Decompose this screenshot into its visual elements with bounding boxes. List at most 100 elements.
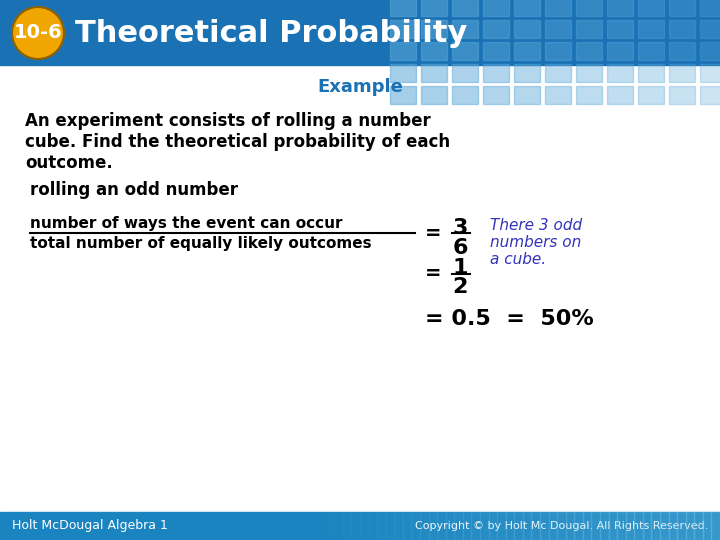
Text: a cube.: a cube.: [490, 252, 546, 267]
Bar: [583, 512, 591, 540]
Bar: [480, 512, 489, 540]
Text: rolling an odd number: rolling an odd number: [30, 181, 238, 199]
Bar: [452, 20, 478, 38]
Bar: [638, 86, 664, 104]
Bar: [545, 86, 571, 104]
Bar: [652, 512, 660, 540]
Bar: [700, 42, 720, 60]
Text: Example: Example: [317, 78, 403, 96]
Bar: [390, 86, 416, 104]
Bar: [390, 20, 416, 38]
Bar: [545, 20, 571, 38]
Text: An experiment consists of rolling a number: An experiment consists of rolling a numb…: [25, 112, 431, 130]
Bar: [540, 512, 549, 540]
Bar: [421, 0, 447, 16]
Bar: [514, 86, 540, 104]
Bar: [669, 64, 695, 82]
Bar: [0, 512, 720, 540]
Bar: [531, 512, 540, 540]
Bar: [638, 0, 664, 16]
Text: total number of equally likely outcomes: total number of equally likely outcomes: [30, 236, 372, 251]
Text: =: =: [425, 224, 441, 242]
Bar: [489, 512, 497, 540]
Bar: [703, 512, 711, 540]
Text: There 3 odd: There 3 odd: [490, 218, 582, 233]
Bar: [317, 512, 325, 540]
Bar: [607, 0, 633, 16]
Bar: [607, 42, 633, 60]
Text: = 0.5  =  50%: = 0.5 = 50%: [425, 309, 594, 329]
Text: 10-6: 10-6: [14, 24, 63, 43]
Text: 3: 3: [452, 218, 468, 238]
Bar: [514, 512, 523, 540]
Bar: [343, 512, 351, 540]
Bar: [446, 512, 454, 540]
Bar: [557, 512, 566, 540]
Bar: [545, 42, 571, 60]
Bar: [514, 64, 540, 82]
Text: Holt McDougal Algebra 1: Holt McDougal Algebra 1: [12, 519, 168, 532]
Bar: [607, 86, 633, 104]
Text: Copyright © by Holt Mc Dougal. All Rights Reserved.: Copyright © by Holt Mc Dougal. All Right…: [415, 521, 708, 531]
Bar: [351, 512, 360, 540]
Bar: [626, 512, 634, 540]
Bar: [700, 20, 720, 38]
Text: =: =: [425, 265, 441, 284]
Bar: [600, 512, 608, 540]
Text: cube. Find the theoretical probability of each: cube. Find the theoretical probability o…: [25, 133, 450, 151]
Bar: [463, 512, 472, 540]
Bar: [325, 512, 334, 540]
Bar: [421, 86, 447, 104]
Bar: [545, 0, 571, 16]
Text: outcome.: outcome.: [25, 154, 113, 172]
Bar: [660, 512, 669, 540]
Bar: [700, 64, 720, 82]
Bar: [452, 64, 478, 82]
Bar: [497, 512, 505, 540]
Bar: [576, 64, 602, 82]
Bar: [700, 0, 720, 16]
Bar: [483, 0, 509, 16]
Bar: [505, 512, 514, 540]
Bar: [472, 512, 480, 540]
Bar: [685, 512, 694, 540]
Bar: [514, 0, 540, 16]
Bar: [608, 512, 617, 540]
Bar: [514, 20, 540, 38]
Bar: [607, 20, 633, 38]
Text: 6: 6: [452, 238, 468, 258]
Bar: [694, 512, 703, 540]
Bar: [309, 512, 317, 540]
Bar: [514, 42, 540, 60]
Bar: [421, 42, 447, 60]
Bar: [634, 512, 643, 540]
Bar: [677, 512, 685, 540]
Bar: [591, 512, 600, 540]
Bar: [576, 20, 602, 38]
Bar: [643, 512, 652, 540]
Bar: [669, 0, 695, 16]
Bar: [437, 512, 446, 540]
Bar: [334, 512, 343, 540]
Bar: [617, 512, 626, 540]
Bar: [369, 512, 377, 540]
Bar: [411, 512, 420, 540]
Bar: [386, 512, 395, 540]
Bar: [575, 512, 583, 540]
Bar: [390, 42, 416, 60]
Bar: [638, 20, 664, 38]
Bar: [566, 512, 575, 540]
Bar: [390, 64, 416, 82]
Bar: [390, 0, 416, 16]
Bar: [452, 0, 478, 16]
Bar: [377, 512, 386, 540]
Bar: [360, 512, 369, 540]
Bar: [549, 512, 557, 540]
Bar: [483, 42, 509, 60]
Bar: [669, 42, 695, 60]
Bar: [421, 64, 447, 82]
Bar: [576, 42, 602, 60]
Bar: [669, 20, 695, 38]
Bar: [545, 64, 571, 82]
Bar: [638, 64, 664, 82]
